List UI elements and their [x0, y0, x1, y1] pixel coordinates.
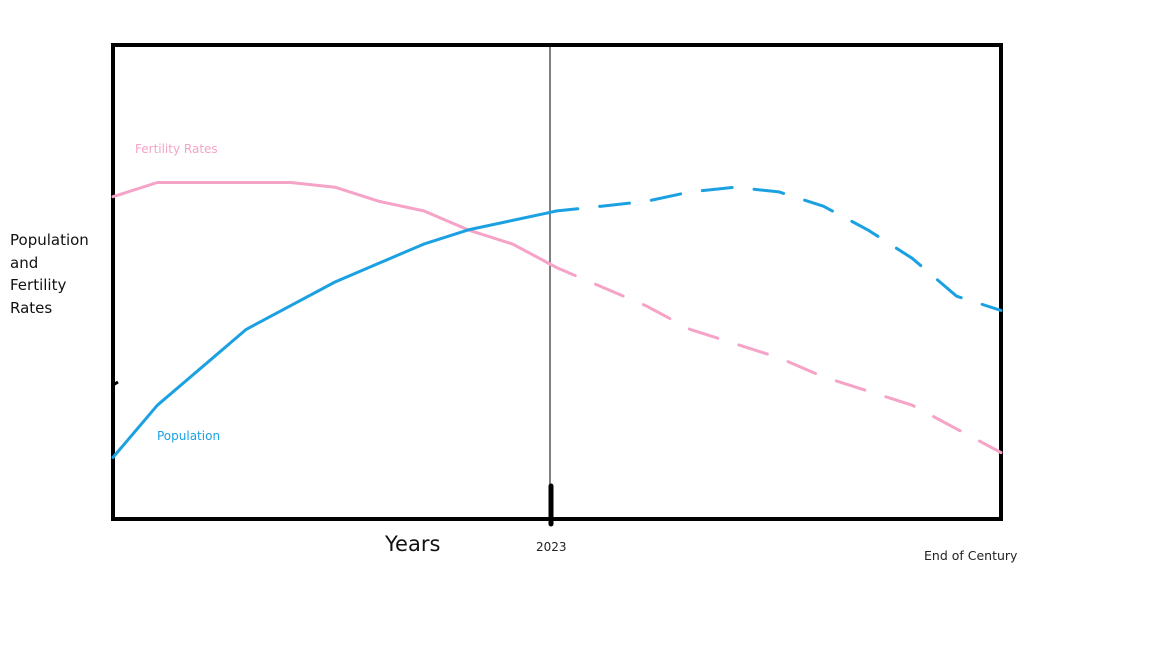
x-axis-label: Years	[385, 532, 441, 556]
series-label-fertility-rates: Fertility Rates	[135, 142, 218, 156]
series-line-fertility-rates-historical	[111, 181, 550, 265]
x-tick-label-2023: 2023	[536, 540, 567, 554]
series-line-fertility-rates-projected	[546, 261, 1003, 455]
plot-area-frame	[111, 43, 1003, 521]
y-axis-tick-mark	[112, 380, 119, 387]
series-layer	[111, 181, 1003, 459]
series-line-population-historical	[111, 211, 550, 459]
y-axis-label: Population and Fertility Rates	[10, 231, 89, 317]
series-line-population-projected	[546, 185, 1003, 312]
series-label-population: Population	[157, 429, 221, 443]
x-tick-label-end-of-century: End of Century	[924, 548, 1018, 563]
